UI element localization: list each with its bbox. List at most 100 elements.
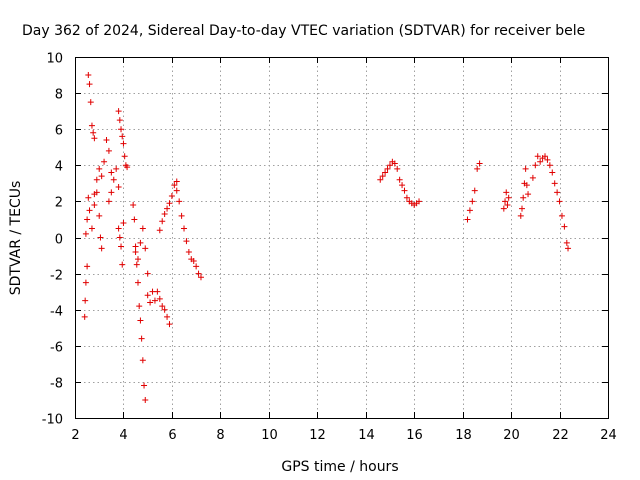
data-point	[558, 212, 565, 219]
data-point	[401, 187, 408, 194]
data-point	[554, 189, 561, 196]
y-tick-label: 6	[55, 124, 63, 139]
data-point	[90, 129, 97, 136]
data-point	[190, 257, 197, 264]
x-tick-label: 2	[71, 428, 79, 443]
x-tick-labels: 2 4 6 8 10 12 14 16 18 20 22 24	[71, 428, 616, 443]
y-tick-labels: -10 -8 -6 -4 -2 0 2 4 6 8 10	[42, 52, 63, 428]
data-point	[529, 174, 536, 181]
y-axis-title: SDTVAR / TECUs	[8, 181, 24, 296]
y-tick-label: 4	[55, 160, 63, 175]
data-point	[546, 162, 553, 169]
data-point	[561, 223, 568, 230]
x-tick-label: 14	[358, 428, 375, 443]
data-point	[84, 263, 91, 270]
data-point	[466, 207, 473, 214]
data-point	[520, 194, 527, 201]
data-point	[168, 192, 175, 199]
data-point	[82, 279, 89, 286]
data-point	[178, 212, 185, 219]
data-point	[93, 176, 100, 183]
data-point	[537, 158, 544, 165]
data-point	[176, 198, 183, 205]
data-point	[464, 216, 471, 223]
data-point	[532, 162, 539, 169]
data-point	[144, 292, 151, 299]
data-point	[119, 133, 126, 140]
data-point	[161, 306, 168, 313]
y-tick-label: 0	[55, 233, 63, 248]
data-point	[164, 313, 171, 320]
data-point	[108, 189, 115, 196]
data-point	[118, 243, 125, 250]
data-point	[523, 182, 530, 189]
data-point	[85, 72, 92, 79]
data-point	[137, 317, 144, 324]
data-point	[556, 198, 563, 205]
data-point	[103, 137, 110, 144]
data-point	[403, 194, 410, 201]
data-point	[121, 153, 128, 160]
data-point	[98, 173, 105, 180]
data-point	[82, 230, 89, 237]
data-point	[399, 182, 406, 189]
data-point	[120, 220, 127, 227]
data-point	[171, 182, 178, 189]
data-point	[124, 164, 131, 171]
data-point	[394, 165, 401, 172]
data-point	[565, 245, 572, 252]
data-points	[81, 72, 572, 403]
data-point	[476, 160, 483, 167]
data-point	[183, 238, 190, 245]
data-point	[379, 173, 386, 180]
data-point	[88, 225, 95, 232]
data-point	[88, 122, 95, 129]
data-point	[84, 216, 91, 223]
x-axis-title: GPS time / hours	[281, 459, 398, 475]
data-point	[120, 140, 127, 147]
data-point	[147, 299, 154, 306]
data-point	[551, 180, 558, 187]
data-point	[396, 176, 403, 183]
data-point	[193, 263, 200, 270]
x-tick-label: 10	[261, 428, 278, 443]
data-point	[116, 117, 123, 124]
data-point	[173, 187, 180, 194]
data-point	[118, 126, 125, 133]
data-point	[86, 207, 93, 214]
data-point	[130, 202, 137, 209]
data-point	[119, 261, 126, 268]
x-tick-label: 22	[552, 428, 569, 443]
x-tick-label: 20	[503, 428, 520, 443]
data-point	[139, 225, 146, 232]
grid	[75, 57, 608, 418]
x-tick-label: 18	[455, 428, 472, 443]
data-point	[195, 270, 202, 277]
data-point	[105, 147, 112, 154]
data-point	[534, 153, 541, 160]
data-point	[164, 205, 171, 212]
data-point	[503, 189, 510, 196]
data-point	[517, 212, 524, 219]
data-point	[141, 382, 148, 389]
data-point	[161, 211, 168, 218]
data-point	[474, 165, 481, 172]
data-point	[159, 303, 166, 310]
data-point	[549, 169, 556, 176]
data-point	[151, 297, 158, 304]
data-point	[134, 256, 141, 263]
data-point	[386, 162, 393, 169]
y-tick-label: -8	[50, 377, 63, 392]
data-point	[156, 227, 163, 234]
data-point	[139, 357, 146, 364]
data-point	[96, 165, 103, 172]
data-point	[471, 187, 478, 194]
data-point	[97, 234, 104, 241]
data-point	[154, 288, 161, 295]
data-point	[134, 279, 141, 286]
data-point	[136, 303, 143, 310]
data-point	[166, 321, 173, 328]
y-tick-label: 8	[55, 88, 63, 103]
data-point	[115, 183, 122, 190]
data-point	[87, 99, 94, 106]
